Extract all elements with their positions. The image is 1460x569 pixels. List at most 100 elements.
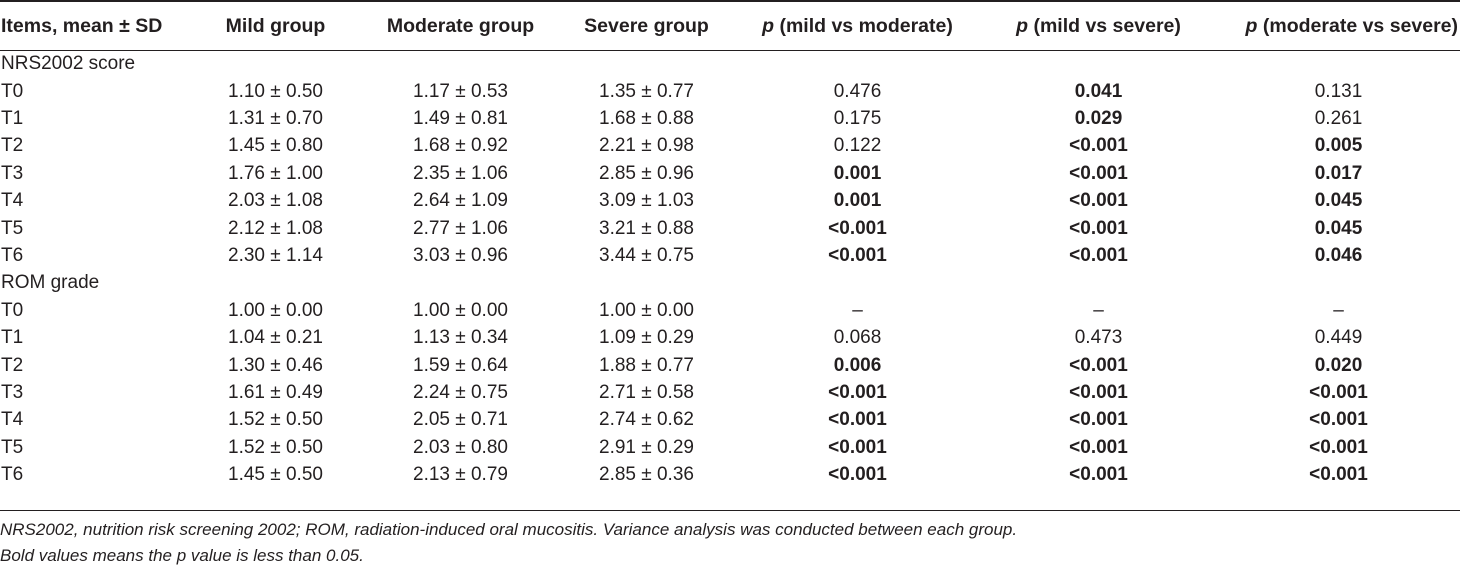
cell-severe: 3.44 ± 0.75: [599, 245, 694, 267]
p-symbol: p: [1016, 14, 1029, 37]
cell-p-mild-vs-severe: <0.001: [1069, 381, 1128, 403]
section-title: ROM grade: [1, 272, 100, 294]
table-row: T0 1.10 ± 0.50 1.17 ± 0.53 1.35 ± 0.77 0.476…: [0, 78, 1460, 105]
cell-p-mild-vs-severe: <0.001: [1069, 409, 1128, 431]
header-p-label: (moderate vs severe): [1262, 14, 1458, 37]
cell-moderate: 2.13 ± 0.79: [413, 464, 508, 486]
cell-mild: 2.12 ± 1.08: [228, 217, 323, 239]
cell-severe: 2.21 ± 0.98: [599, 135, 694, 157]
section-row: ROM grade: [0, 270, 1460, 297]
header-p-label: (mild vs severe): [1033, 14, 1181, 37]
cell-severe: 2.74 ± 0.62: [599, 409, 694, 431]
section-title: NRS2002 score: [1, 53, 136, 74]
table-top-rule: [0, 0, 1460, 2]
cell-p-moderate-vs-severe: –: [1333, 299, 1344, 321]
cell-p-moderate-vs-severe: <0.001: [1309, 409, 1368, 431]
table-row: T3 1.76 ± 1.00 2.35 ± 1.06 2.85 ± 0.96 0.001…: [0, 160, 1460, 187]
header-p-mild-vs-severe: p (mild vs severe): [980, 2, 1217, 50]
cell-mild: 1.31 ± 0.70: [228, 108, 323, 130]
cell-mild: 1.52 ± 0.50: [228, 409, 323, 431]
table-row: T5 1.52 ± 0.50 2.03 ± 0.80 2.91 ± 0.29 <0.00…: [0, 434, 1460, 461]
cell-p-mild-vs-severe: <0.001: [1069, 135, 1128, 157]
cell-p-mild-vs-severe: <0.001: [1069, 464, 1128, 486]
cell-p-mild-vs-moderate: 0.006: [833, 354, 882, 376]
cell-p-moderate-vs-severe: 0.046: [1314, 245, 1363, 267]
cell-mild: 1.45 ± 0.50: [228, 464, 323, 486]
cell-item: T2: [1, 135, 24, 157]
cell-p-moderate-vs-severe: 0.045: [1314, 217, 1363, 239]
header-p-mild-vs-moderate: p (mild vs moderate): [735, 2, 980, 50]
cell-mild: 1.76 ± 1.00: [228, 162, 323, 184]
cell-p-mild-vs-severe: –: [1093, 299, 1104, 321]
header-mild: Mild group: [225, 14, 326, 37]
cell-p-mild-vs-severe: <0.001: [1069, 436, 1128, 458]
table-row: T2 1.45 ± 0.80 1.68 ± 0.92 2.21 ± 0.98 0.122…: [0, 133, 1460, 160]
cell-mild: 1.45 ± 0.80: [228, 135, 323, 157]
footnote-bold: Bold values means the p value is less th…: [0, 546, 364, 565]
footnote-abbreviations: NRS2002, nutrition risk screening 2002; …: [0, 520, 1018, 539]
cell-mild: 1.00 ± 0.00: [228, 299, 323, 321]
table-header-rule: [0, 50, 1460, 51]
cell-severe: 1.88 ± 0.77: [599, 354, 694, 376]
cell-p-moderate-vs-severe: 0.131: [1314, 80, 1363, 102]
table-row: T1 1.04 ± 0.21 1.13 ± 0.34 1.09 ± 0.29 0.068…: [0, 325, 1460, 352]
table-row: T4 1.52 ± 0.50 2.05 ± 0.71 2.74 ± 0.62 <0.00…: [0, 407, 1460, 434]
table-row: T1 1.31 ± 0.70 1.49 ± 0.81 1.68 ± 0.88 0.175…: [0, 105, 1460, 132]
table-row: T6 2.30 ± 1.14 3.03 ± 0.96 3.44 ± 0.75 <0.00…: [0, 242, 1460, 269]
header-moderate: Moderate group: [386, 14, 535, 37]
header-row: Items, mean ± SD Mild group Moderate gro…: [0, 2, 1460, 50]
header-items: Items, mean ± SD: [1, 14, 163, 37]
table-row: T3 1.61 ± 0.49 2.24 ± 0.75 2.71 ± 0.58 <0.00…: [0, 379, 1460, 406]
cell-p-moderate-vs-severe: <0.001: [1309, 381, 1368, 403]
cell-p-mild-vs-severe: 0.473: [1074, 327, 1123, 349]
table-row: T4 2.03 ± 1.08 2.64 ± 1.09 3.09 ± 1.03 0.001…: [0, 188, 1460, 215]
cell-p-mild-vs-moderate: 0.175: [833, 108, 882, 130]
cell-item: T1: [1, 108, 24, 130]
cell-item: T5: [1, 217, 24, 239]
header-p-moderate-vs-severe: p (moderate vs severe): [1217, 2, 1460, 50]
cell-severe: 2.91 ± 0.29: [599, 436, 694, 458]
cell-moderate: 1.13 ± 0.34: [413, 327, 508, 349]
cell-p-moderate-vs-severe: <0.001: [1309, 464, 1368, 486]
cell-p-mild-vs-moderate: <0.001: [828, 436, 887, 458]
cell-mild: 1.10 ± 0.50: [228, 80, 323, 102]
cell-moderate: 1.49 ± 0.81: [413, 108, 508, 130]
cell-item: T0: [1, 80, 24, 102]
cell-p-mild-vs-severe: <0.001: [1069, 162, 1128, 184]
cell-moderate: 2.35 ± 1.06: [413, 162, 508, 184]
cell-p-moderate-vs-severe: 0.045: [1314, 190, 1363, 212]
cell-moderate: 2.24 ± 0.75: [413, 381, 508, 403]
cell-item: T2: [1, 354, 24, 376]
header-p-label: (mild vs moderate): [779, 14, 953, 37]
cell-item: T0: [1, 299, 24, 321]
cell-severe: 1.09 ± 0.29: [599, 327, 694, 349]
cell-item: T3: [1, 381, 24, 403]
cell-moderate: 3.03 ± 0.96: [413, 245, 508, 267]
cell-p-mild-vs-severe: <0.001: [1069, 217, 1128, 239]
cell-p-mild-vs-moderate: <0.001: [828, 381, 887, 403]
header-severe: Severe group: [584, 14, 709, 37]
cell-mild: 1.52 ± 0.50: [228, 436, 323, 458]
cell-p-mild-vs-severe: <0.001: [1069, 190, 1128, 212]
cell-item: T3: [1, 162, 24, 184]
cell-moderate: 1.59 ± 0.64: [413, 354, 508, 376]
cell-severe: 2.71 ± 0.58: [599, 381, 694, 403]
cell-severe: 2.85 ± 0.36: [599, 464, 694, 486]
cell-p-mild-vs-moderate: 0.001: [833, 190, 882, 212]
cell-severe: 1.00 ± 0.00: [599, 299, 694, 321]
cell-p-mild-vs-moderate: 0.476: [833, 80, 882, 102]
p-symbol: p: [1245, 14, 1258, 37]
cell-severe: 2.85 ± 0.96: [599, 162, 694, 184]
table-row: T0 1.00 ± 0.00 1.00 ± 0.00 1.00 ± 0.00 – – –: [0, 297, 1460, 324]
section-row: NRS2002 score: [0, 50, 1460, 78]
cell-p-mild-vs-moderate: <0.001: [828, 409, 887, 431]
cell-mild: 1.04 ± 0.21: [228, 327, 323, 349]
cell-mild: 1.30 ± 0.46: [228, 354, 323, 376]
table-bottom-rule: [0, 510, 1460, 511]
cell-item: T4: [1, 190, 24, 212]
cell-severe: 3.09 ± 1.03: [599, 190, 694, 212]
cell-p-moderate-vs-severe: 0.020: [1314, 354, 1363, 376]
cell-mild: 2.30 ± 1.14: [228, 245, 323, 267]
cell-item: T1: [1, 327, 24, 349]
cell-p-mild-vs-moderate: 0.122: [833, 135, 882, 157]
